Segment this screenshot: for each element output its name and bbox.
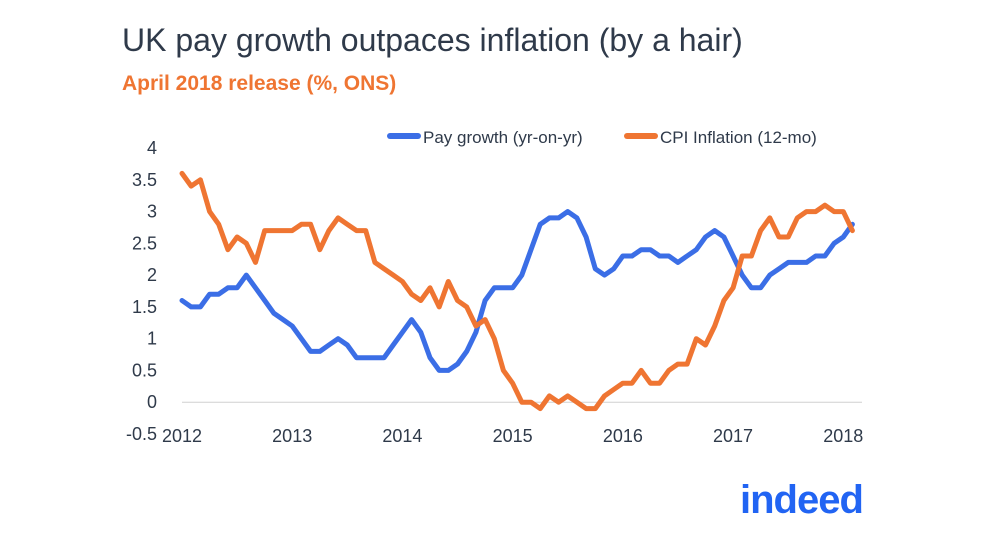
y-tick-label: 0 [147, 392, 157, 412]
y-tick-label: 2 [147, 265, 157, 285]
legend-label-pay: Pay growth (yr-on-yr) [423, 128, 583, 147]
y-tick-label: 0.5 [132, 360, 157, 380]
series-line-pay-growth [179, 209, 855, 373]
x-tick-label: 2015 [493, 426, 533, 446]
y-tick-label: 1 [147, 329, 157, 349]
chart-subtitle: April 2018 release (%, ONS) [122, 72, 397, 95]
x-tick-label: 2016 [603, 426, 643, 446]
chart-legend: Pay growth (yr-on-yr) CPI Inflation (12-… [387, 128, 817, 147]
y-axis: -0.5 0 0.5 1 1.5 2 2.5 3 3.5 4 [126, 138, 157, 444]
chart-title: UK pay growth outpaces inflation (by a h… [122, 22, 743, 58]
indeed-logo: indeed [740, 478, 864, 522]
y-tick-label: 4 [147, 138, 157, 158]
legend-label-cpi: CPI Inflation (12-mo) [660, 128, 817, 147]
x-tick-label: 2014 [382, 426, 422, 446]
y-tick-label: 2.5 [132, 233, 157, 253]
y-tick-label: 1.5 [132, 297, 157, 317]
series-line-cpi-inflation [179, 170, 855, 412]
series-lines [179, 170, 855, 412]
x-axis: 2012 2013 2014 2015 2016 2017 2018 [162, 401, 863, 446]
x-tick-label: 2017 [713, 426, 753, 446]
x-tick-label: 2013 [272, 426, 312, 446]
y-tick-label: -0.5 [126, 424, 157, 444]
y-tick-label: 3.5 [132, 170, 157, 190]
x-tick-label: 2018 [823, 426, 863, 446]
y-tick-label: 3 [147, 202, 157, 222]
x-tick-label: 2012 [162, 426, 202, 446]
